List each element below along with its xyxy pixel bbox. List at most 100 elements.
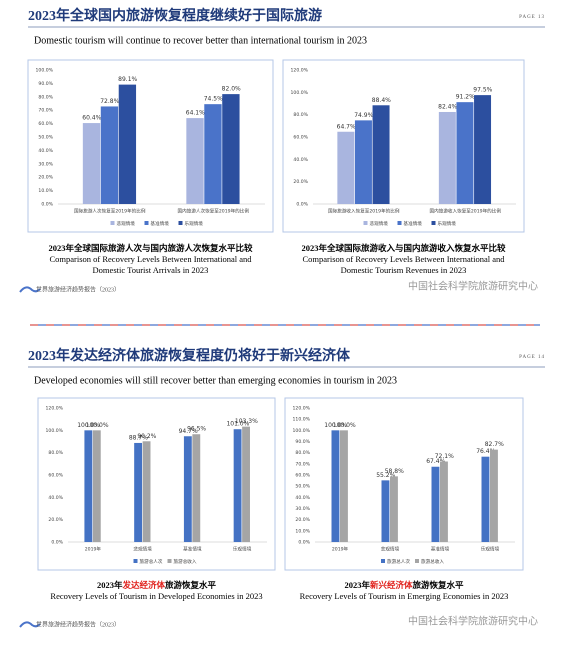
legend-label: 旅游总收入: [174, 558, 197, 565]
y-tick-label: 70.0%: [38, 108, 53, 114]
legend-label: 旅游总人次: [140, 558, 163, 565]
bar: [134, 442, 143, 542]
y-tick-label: 80.0%: [38, 94, 53, 100]
x-tick-label: 2019年: [85, 546, 102, 553]
bar: [381, 480, 390, 542]
bar: [92, 430, 101, 542]
y-tick-label: 90.0%: [38, 81, 53, 87]
bar: [490, 449, 498, 542]
caption-zh: 2023年新兴经济体旅游恢复水平: [344, 580, 464, 590]
y-tick-label: 30.0%: [38, 161, 53, 167]
legend-label: 基准情境: [404, 220, 423, 227]
value-label: 89.1%: [118, 76, 137, 83]
bar: [186, 118, 204, 204]
y-tick-label: 20.0%: [293, 179, 308, 185]
bar: [354, 120, 372, 204]
x-tick-label: 乐观情境: [481, 546, 500, 553]
legend-swatch: [144, 221, 149, 225]
value-label: 74.9%: [354, 112, 373, 119]
bar: [242, 426, 250, 542]
caption-zh-part: 旅游恢复水平: [164, 580, 217, 590]
x-tick-label: 悲观情境: [133, 546, 152, 553]
legend-swatch: [381, 559, 385, 563]
legend-label: 旅游总人次: [387, 558, 410, 565]
x-tick-label: 国际旅游人次恢复至2019年的比例: [74, 208, 146, 215]
value-label: 90.2%: [137, 433, 156, 440]
legend-label: 悲观情境: [117, 220, 136, 227]
footer: 世界旅游经济趋势报告（2023）: [36, 285, 120, 293]
bar: [474, 95, 492, 204]
y-tick-label: 30.0%: [295, 506, 310, 512]
caption-zh-part: 2023年: [344, 580, 370, 590]
x-tick-label: 基准情境: [431, 546, 450, 553]
legend-swatch: [431, 221, 436, 225]
value-label: 94.7%: [179, 428, 198, 435]
legend-label: 乐观情境: [185, 220, 204, 227]
caption-en: Comparison of Recovery Levels Between In…: [49, 254, 252, 264]
value-label: 72.1%: [435, 453, 454, 460]
y-tick-label: 20.0%: [295, 517, 310, 523]
bar: [337, 131, 355, 204]
y-tick-label: 80.0%: [48, 450, 63, 456]
page-number: PAGE 14: [519, 355, 545, 360]
x-tick-label: 乐观情境: [233, 546, 252, 553]
y-tick-label: 40.0%: [293, 157, 308, 163]
bar: [456, 102, 474, 204]
bar: [82, 123, 101, 204]
y-tick-label: 40.0%: [48, 495, 63, 501]
caption-en: Domestic Tourist Arrivals in 2023: [93, 265, 209, 275]
legend-label: 旅游总收入: [421, 558, 444, 565]
page-subtitle: Developed economies will still recover b…: [34, 375, 397, 386]
bar: [204, 104, 222, 204]
y-tick-label: 80.0%: [295, 450, 310, 456]
value-label: 64.1%: [186, 110, 205, 117]
caption-en: Recovery Levels of Tourism in Developed …: [50, 591, 262, 601]
value-label: 76.4%: [476, 448, 495, 455]
value-label: 72.8%: [100, 98, 119, 105]
value-label: 58.8%: [385, 468, 404, 475]
page-number: PAGE 13: [519, 15, 545, 20]
legend-swatch: [397, 221, 402, 225]
caption-zh-part: 2023年: [97, 580, 123, 590]
value-label: 100.0%: [77, 422, 100, 429]
value-label: 100.0%: [86, 422, 109, 429]
value-label: 96.5%: [187, 426, 206, 433]
value-label: 100.0%: [324, 422, 347, 429]
legend-swatch: [415, 559, 419, 563]
legend-swatch: [178, 221, 183, 225]
value-label: 82.4%: [438, 103, 457, 110]
value-label: 91.2%: [456, 94, 475, 101]
bar: [233, 429, 242, 542]
x-tick-label: 2019年: [332, 546, 349, 553]
y-tick-label: 100.0%: [290, 90, 308, 96]
footer-icon: [19, 621, 41, 628]
y-tick-label: 120.0%: [290, 68, 308, 74]
caption-zh-part: 新兴经济体: [370, 580, 413, 590]
y-tick-label: 60.0%: [293, 135, 308, 141]
y-tick-label: 20.0%: [38, 175, 53, 181]
bar: [192, 434, 201, 542]
bar: [372, 105, 390, 204]
y-tick-label: 60.0%: [38, 121, 53, 127]
y-tick-label: 40.0%: [295, 495, 310, 501]
legend-label: 基准情境: [151, 220, 170, 227]
watermark: 中国社会科学院旅游研究中心: [408, 279, 538, 292]
y-tick-label: 100.0%: [35, 68, 53, 74]
x-tick-label: 国内旅游收入恢复至2019年的比例: [430, 208, 502, 215]
value-label: 88.7%: [129, 434, 148, 441]
y-tick-label: 70.0%: [295, 461, 310, 467]
y-tick-label: 20.0%: [48, 517, 63, 523]
y-tick-label: 10.0%: [38, 188, 53, 194]
y-tick-label: 50.0%: [295, 484, 310, 490]
bar: [481, 456, 490, 542]
y-tick-label: 0.0%: [51, 540, 63, 546]
caption-en: Domestic Tourism Revenues in 2023: [341, 265, 467, 275]
page-title: 2023年全球国内旅游恢复程度继续好于国际旅游: [28, 7, 322, 24]
x-tick-label: 悲观情境: [381, 546, 400, 553]
value-label: 60.4%: [82, 115, 101, 122]
y-tick-label: 60.0%: [295, 473, 310, 479]
caption-zh-part: 2023年全球国际旅游收入与国内旅游收入恢复水平比较: [301, 243, 506, 253]
value-label: 88.4%: [372, 97, 391, 104]
value-label: 103.3%: [235, 418, 258, 425]
